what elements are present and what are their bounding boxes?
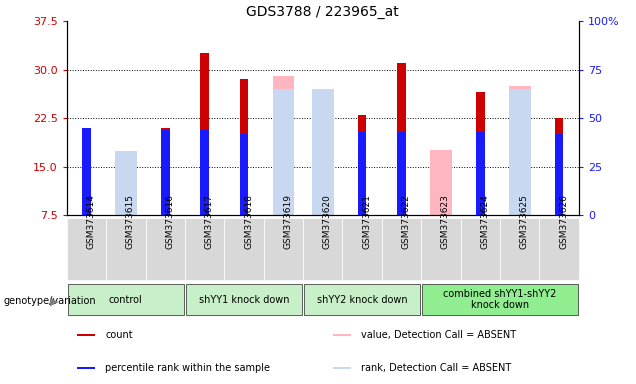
FancyBboxPatch shape xyxy=(539,218,579,280)
Text: count: count xyxy=(105,330,133,340)
Text: rank, Detection Call = ABSENT: rank, Detection Call = ABSENT xyxy=(361,362,511,373)
Text: GSM373618: GSM373618 xyxy=(244,194,253,249)
FancyBboxPatch shape xyxy=(67,284,184,315)
FancyBboxPatch shape xyxy=(421,218,460,280)
Title: GDS3788 / 223965_at: GDS3788 / 223965_at xyxy=(246,5,399,19)
Bar xyxy=(82,128,91,215)
Bar xyxy=(555,134,563,215)
Bar xyxy=(476,92,485,215)
Text: value, Detection Call = ABSENT: value, Detection Call = ABSENT xyxy=(361,330,516,340)
FancyBboxPatch shape xyxy=(185,218,225,280)
Text: percentile rank within the sample: percentile rank within the sample xyxy=(105,362,270,373)
Text: shYY1 knock down: shYY1 knock down xyxy=(199,295,289,305)
Text: genotype/variation: genotype/variation xyxy=(3,296,96,306)
Bar xyxy=(200,130,209,215)
Text: GSM373617: GSM373617 xyxy=(205,194,214,249)
Bar xyxy=(555,118,563,215)
Text: shYY2 knock down: shYY2 knock down xyxy=(317,295,408,305)
Bar xyxy=(398,63,406,215)
Text: GSM373620: GSM373620 xyxy=(323,194,332,249)
Bar xyxy=(333,367,351,369)
FancyBboxPatch shape xyxy=(304,284,420,315)
Text: GSM373624: GSM373624 xyxy=(480,194,489,249)
Text: GSM373626: GSM373626 xyxy=(559,194,568,249)
Bar xyxy=(273,89,294,215)
FancyBboxPatch shape xyxy=(460,218,500,280)
Text: GSM373621: GSM373621 xyxy=(362,194,371,249)
FancyBboxPatch shape xyxy=(422,284,578,315)
Text: GSM373622: GSM373622 xyxy=(401,194,410,249)
Bar xyxy=(161,128,170,215)
Bar xyxy=(312,89,334,215)
Bar xyxy=(333,334,351,336)
Bar xyxy=(200,53,209,215)
Bar xyxy=(161,130,170,215)
Text: ▶: ▶ xyxy=(50,296,59,306)
Text: GSM373623: GSM373623 xyxy=(441,194,450,249)
Bar xyxy=(240,134,248,215)
FancyBboxPatch shape xyxy=(67,218,106,280)
Text: combined shYY1-shYY2
knock down: combined shYY1-shYY2 knock down xyxy=(443,289,556,310)
FancyBboxPatch shape xyxy=(342,218,382,280)
FancyBboxPatch shape xyxy=(264,218,303,280)
Text: GSM373625: GSM373625 xyxy=(520,194,529,249)
Bar xyxy=(273,76,294,215)
FancyBboxPatch shape xyxy=(382,218,421,280)
Bar xyxy=(509,86,530,215)
Bar xyxy=(82,128,91,215)
Bar xyxy=(476,132,485,215)
Text: control: control xyxy=(109,295,142,305)
Bar xyxy=(398,132,406,215)
Bar xyxy=(115,151,137,215)
Bar xyxy=(358,115,366,215)
Bar xyxy=(358,132,366,215)
Bar xyxy=(430,151,452,215)
Text: GSM373619: GSM373619 xyxy=(284,194,293,249)
Text: GSM373614: GSM373614 xyxy=(86,194,95,249)
Bar xyxy=(240,79,248,215)
Text: GSM373616: GSM373616 xyxy=(165,194,174,249)
FancyBboxPatch shape xyxy=(303,218,342,280)
Bar xyxy=(509,89,530,215)
FancyBboxPatch shape xyxy=(225,218,264,280)
FancyBboxPatch shape xyxy=(106,218,146,280)
Bar xyxy=(115,196,137,215)
Bar xyxy=(312,160,334,215)
Text: GSM373615: GSM373615 xyxy=(126,194,135,249)
Bar xyxy=(77,367,95,369)
FancyBboxPatch shape xyxy=(146,218,185,280)
FancyBboxPatch shape xyxy=(186,284,302,315)
FancyBboxPatch shape xyxy=(500,218,539,280)
Bar xyxy=(77,334,95,336)
